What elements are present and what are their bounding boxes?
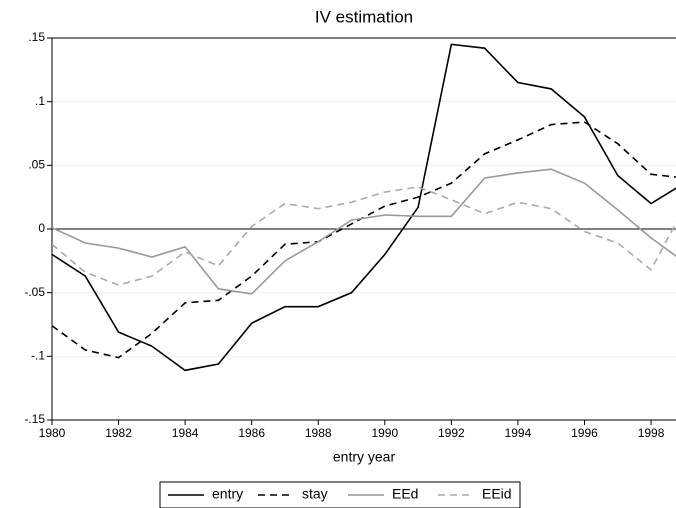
line-series xyxy=(52,121,676,359)
y-tick-label: -.15 xyxy=(24,412,45,426)
x-tick-label: 1988 xyxy=(305,426,332,440)
y-tick-label: .15 xyxy=(28,30,45,44)
x-tick-label: 1990 xyxy=(371,426,398,440)
line-series xyxy=(52,43,676,372)
x-axis-label: entry year xyxy=(333,449,396,465)
legend-label: EEid xyxy=(482,486,512,502)
x-tick-label: 1992 xyxy=(438,426,465,440)
x-tick-label: 1994 xyxy=(505,426,532,440)
line-series xyxy=(52,168,676,295)
x-tick-label: 1998 xyxy=(638,426,665,440)
x-tick-label: 1984 xyxy=(172,426,199,440)
y-tick-label: .1 xyxy=(35,94,45,108)
legend-label: stay xyxy=(302,486,328,502)
plot-area xyxy=(52,43,676,372)
x-tick-label: 1982 xyxy=(105,426,132,440)
x-tick-label: 1996 xyxy=(571,426,598,440)
line-series xyxy=(52,186,676,286)
y-tick-label: -.1 xyxy=(31,349,45,363)
x-tick-label: 1980 xyxy=(39,426,66,440)
legend-label: EEd xyxy=(392,486,418,502)
legend-label: entry xyxy=(212,486,243,502)
y-tick-label: -.05 xyxy=(24,285,45,299)
legend-box xyxy=(159,481,521,508)
x-tick-label: 1986 xyxy=(238,426,265,440)
chart-title: IV estimation xyxy=(315,7,413,26)
y-tick-label: .05 xyxy=(28,158,45,172)
y-tick-label: 0 xyxy=(38,221,45,235)
